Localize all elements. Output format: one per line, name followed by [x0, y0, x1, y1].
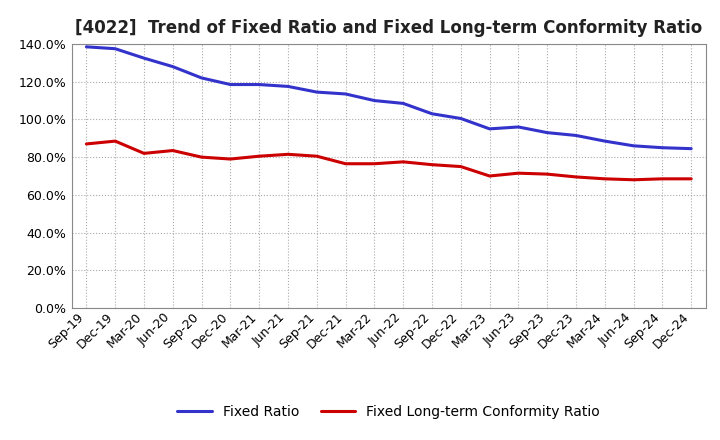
Fixed Ratio — [312, 89, 321, 95]
Fixed Long-term Conformity Ratio — [255, 154, 264, 159]
Fixed Long-term Conformity Ratio — [111, 139, 120, 144]
Fixed Ratio — [514, 125, 523, 130]
Fixed Long-term Conformity Ratio — [428, 162, 436, 167]
Fixed Long-term Conformity Ratio — [485, 173, 494, 179]
Fixed Ratio — [572, 133, 580, 138]
Fixed Ratio — [370, 98, 379, 103]
Fixed Ratio — [687, 146, 696, 151]
Fixed Ratio — [197, 75, 206, 81]
Fixed Ratio — [399, 101, 408, 106]
Fixed Long-term Conformity Ratio — [629, 177, 638, 183]
Fixed Long-term Conformity Ratio — [312, 154, 321, 159]
Fixed Ratio — [82, 44, 91, 49]
Line: Fixed Long-term Conformity Ratio: Fixed Long-term Conformity Ratio — [86, 141, 691, 180]
Fixed Long-term Conformity Ratio — [370, 161, 379, 166]
Fixed Ratio — [428, 111, 436, 117]
Fixed Ratio — [284, 84, 292, 89]
Fixed Long-term Conformity Ratio — [687, 176, 696, 181]
Fixed Long-term Conformity Ratio — [197, 154, 206, 160]
Fixed Long-term Conformity Ratio — [658, 176, 667, 181]
Fixed Ratio — [485, 126, 494, 132]
Fixed Ratio — [255, 82, 264, 87]
Fixed Long-term Conformity Ratio — [543, 172, 552, 177]
Fixed Ratio — [168, 64, 177, 69]
Fixed Long-term Conformity Ratio — [600, 176, 609, 181]
Fixed Ratio — [140, 55, 148, 61]
Fixed Long-term Conformity Ratio — [284, 152, 292, 157]
Fixed Long-term Conformity Ratio — [168, 148, 177, 153]
Fixed Ratio — [543, 130, 552, 135]
Fixed Long-term Conformity Ratio — [572, 174, 580, 180]
Fixed Ratio — [600, 139, 609, 144]
Line: Fixed Ratio: Fixed Ratio — [86, 47, 691, 149]
Fixed Long-term Conformity Ratio — [82, 141, 91, 147]
Fixed Long-term Conformity Ratio — [514, 171, 523, 176]
Fixed Long-term Conformity Ratio — [140, 151, 148, 156]
Legend: Fixed Ratio, Fixed Long-term Conformity Ratio: Fixed Ratio, Fixed Long-term Conformity … — [172, 400, 606, 425]
Fixed Ratio — [658, 145, 667, 150]
Title: [4022]  Trend of Fixed Ratio and Fixed Long-term Conformity Ratio: [4022] Trend of Fixed Ratio and Fixed Lo… — [75, 19, 703, 37]
Fixed Ratio — [456, 116, 465, 121]
Fixed Ratio — [629, 143, 638, 148]
Fixed Long-term Conformity Ratio — [456, 164, 465, 169]
Fixed Ratio — [226, 82, 235, 87]
Fixed Long-term Conformity Ratio — [399, 159, 408, 165]
Fixed Ratio — [341, 92, 350, 97]
Fixed Long-term Conformity Ratio — [226, 156, 235, 161]
Fixed Long-term Conformity Ratio — [341, 161, 350, 166]
Fixed Ratio — [111, 46, 120, 51]
